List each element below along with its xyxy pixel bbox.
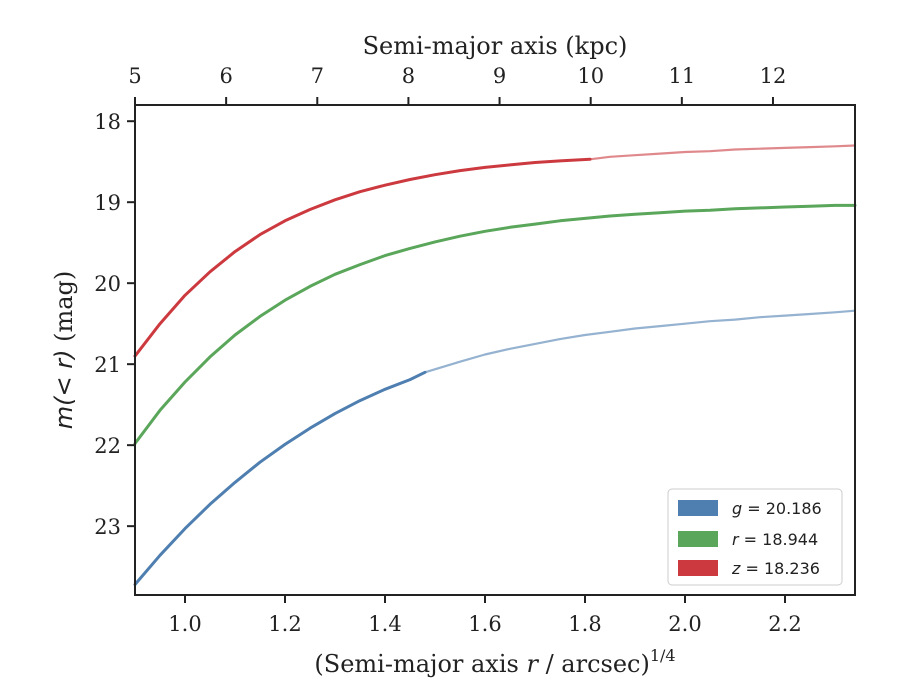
x-tick-label: 1.0	[168, 612, 201, 636]
legend-swatch-r	[678, 531, 718, 547]
top-tick-label: 10	[577, 64, 604, 88]
top-tick-label: 12	[760, 64, 787, 88]
x-axis-ticks: 1.0 1.2 1.4 1.6 1.8 2.0 2.2	[168, 595, 802, 636]
series-layer	[133, 144, 857, 586]
y-tick-label: 23	[94, 515, 121, 539]
top-tick-label: 11	[668, 64, 695, 88]
x-axis-title-prefix: (Semi-major axis	[314, 650, 526, 678]
x-axis-title-mid: / arcsec)	[538, 650, 650, 678]
legend: g = 20.186 r = 18.944 z = 18.236	[667, 488, 843, 586]
series-line-g	[133, 370, 427, 586]
legend-var-g: g	[732, 499, 742, 518]
series-line-r	[133, 203, 857, 445]
y-axis-title-var: m(< r)	[50, 350, 78, 430]
top-tick-label: 9	[493, 64, 506, 88]
legend-value-r: = 18.944	[739, 530, 819, 549]
legend-label-r: r = 18.944	[732, 530, 818, 549]
y-tick-label: 22	[94, 434, 121, 458]
legend-var-r: r	[732, 530, 740, 549]
top-tick-label: 5	[128, 64, 141, 88]
y-axis-ticks: 18 19 20 21 22 23	[94, 110, 135, 539]
legend-value-z: = 18.236	[740, 559, 820, 578]
plot-frame	[134, 104, 856, 596]
x-tick-label: 1.6	[468, 612, 501, 636]
x-axis-title-var: r	[526, 650, 539, 678]
legend-swatch-z	[678, 560, 718, 576]
x-tick-label: 1.4	[368, 612, 401, 636]
legend-var-z: z	[731, 559, 741, 578]
legend-label-g: g = 20.186	[732, 499, 822, 518]
top-axis-title: Semi-major axis (kpc)	[363, 32, 628, 60]
x-axis-title-sup: 1/4	[650, 646, 676, 665]
y-tick-label: 21	[94, 353, 121, 377]
y-tick-label: 18	[94, 110, 121, 134]
x-tick-label: 1.8	[568, 612, 601, 636]
y-axis-title-unit: (mag)	[50, 271, 78, 350]
top-tick-label: 7	[311, 64, 324, 88]
x-tick-label: 2.2	[768, 612, 801, 636]
y-tick-label: 20	[94, 272, 121, 296]
series-line-z	[133, 157, 592, 358]
legend-value-g: = 20.186	[742, 499, 822, 518]
x-tick-label: 2.0	[668, 612, 701, 636]
legend-swatch-g	[678, 500, 718, 516]
top-tick-label: 6	[219, 64, 232, 88]
top-tick-label: 8	[402, 64, 415, 88]
top-axis-ticks: 5 6 7 8 9 10 11 12	[128, 64, 786, 105]
y-axis-title: m(< r) (mag)	[50, 271, 78, 430]
legend-label-z: z = 18.236	[731, 559, 820, 578]
x-tick-label: 1.2	[268, 612, 301, 636]
y-tick-label: 19	[94, 191, 121, 215]
x-axis-title: (Semi-major axis r / arcsec)1/4	[314, 646, 675, 678]
